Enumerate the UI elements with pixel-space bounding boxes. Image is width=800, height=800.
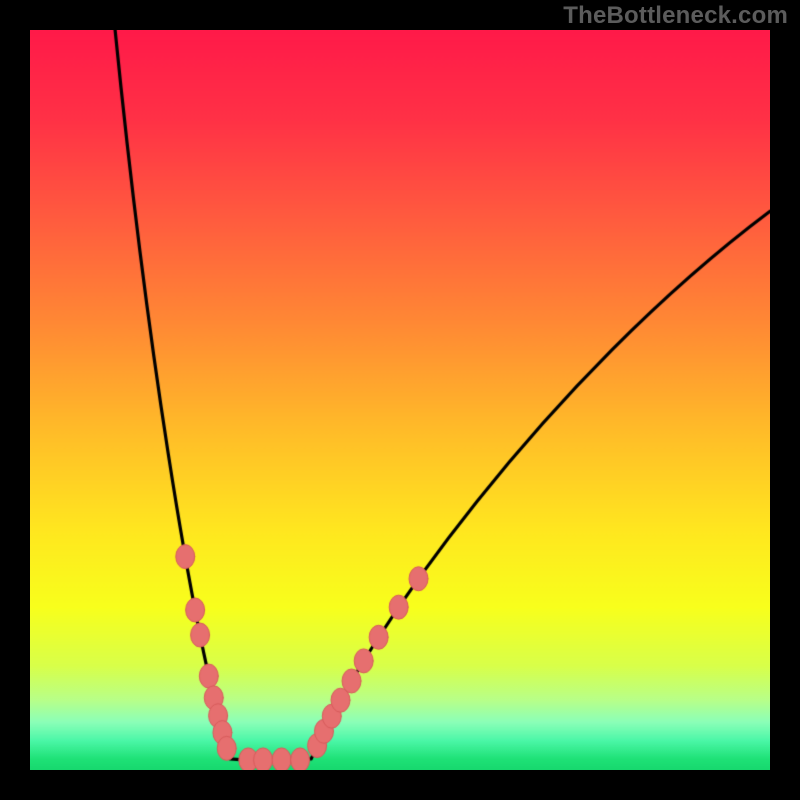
bottleneck-curve-canvas: [30, 30, 770, 770]
chart-stage: TheBottleneck.com: [0, 0, 800, 800]
plot-area: [30, 30, 770, 770]
watermark-label: TheBottleneck.com: [563, 2, 788, 30]
